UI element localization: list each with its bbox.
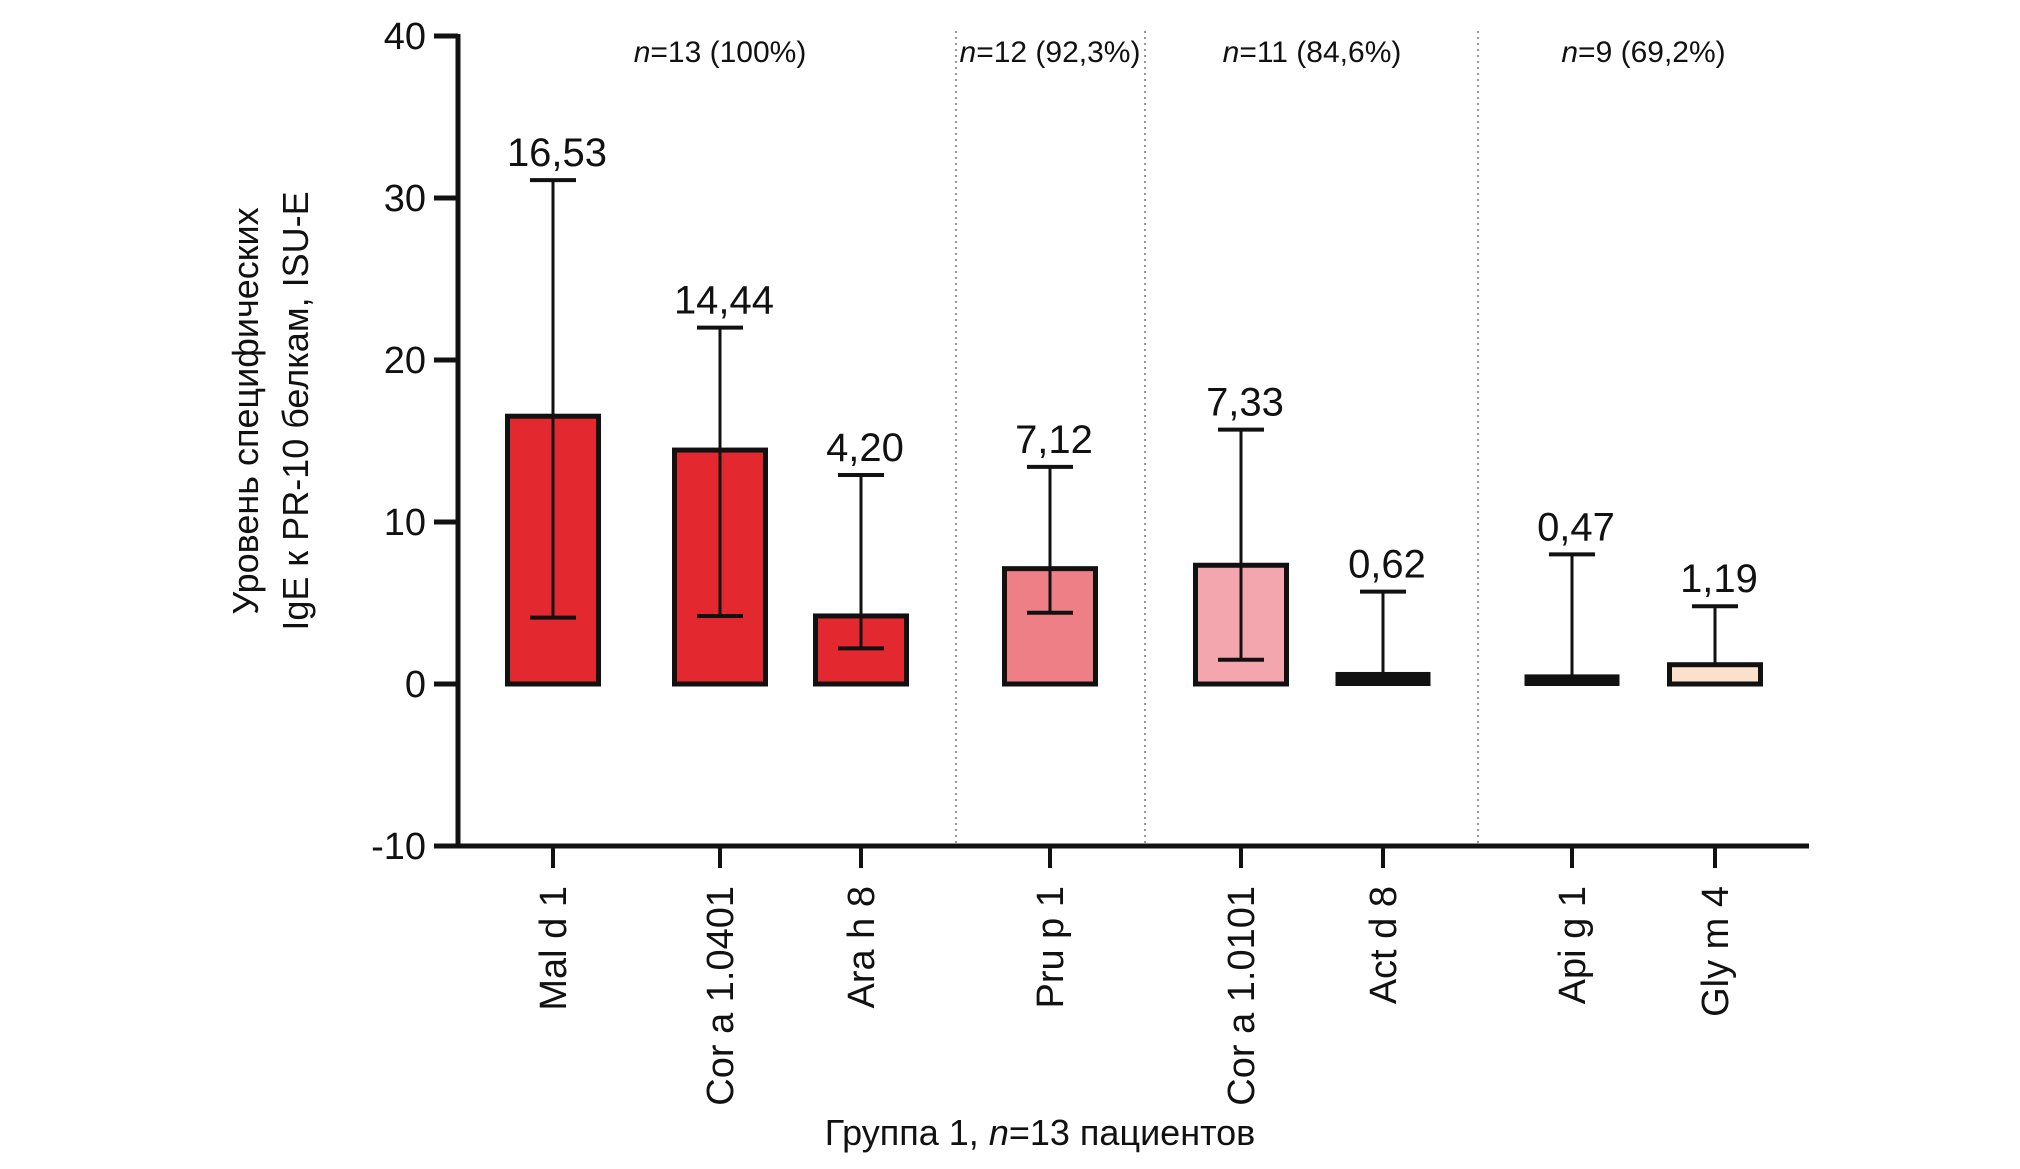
y-axis-title-line-2: IgE к PR-10 белкам, ISU-E [275,191,316,630]
y-tick-label: 10 [384,502,426,544]
y-tick-label: -10 [371,826,426,868]
error-bars [530,178,1738,677]
y-axis-title: Уровень специфических IgE к PR-10 белкам… [225,191,316,630]
group-n-label: n=12 (92,3%) [960,36,1141,69]
y-ticks: 40 30 20 10 0 -10 [371,16,458,868]
x-tick-label: Cor a 1.0401 [700,886,742,1106]
y-tick-label: 40 [384,16,426,58]
bar [1667,662,1763,687]
value-label: 16,53 [507,131,607,175]
x-tick-label: Gly m 4 [1695,886,1737,1017]
group-n-label: n=13 (100%) [634,36,807,69]
value-label: 0,62 [1348,543,1426,587]
x-axis-title: Группа 1, n=13 пациентов [825,1112,1256,1153]
x-tick-label: Act d 8 [1363,886,1405,1004]
value-label: 7,33 [1206,381,1284,425]
value-label: 14,44 [674,279,774,323]
value-label: 0,47 [1537,505,1615,549]
x-tick-label: Ara h 8 [841,886,883,1009]
value-label: 1,19 [1680,557,1758,601]
x-tick-label: Cor a 1.0101 [1221,886,1263,1106]
x-tick-label: Mal d 1 [533,886,575,1011]
group-n-label: n=11 (84,6%) [1223,36,1402,69]
bar [1002,566,1098,687]
value-labels: 16,53 14,44 4,20 7,12 7,33 0,62 0,47 1,19 [507,131,1758,601]
y-tick-label: 20 [384,340,426,382]
y-axis-title-line-1: Уровень специфических [225,207,266,614]
y-tick-label: 30 [384,178,426,220]
bar [1335,671,1431,686]
value-label: 7,12 [1015,418,1093,462]
x-tick-label: Api g 1 [1552,886,1594,1004]
bar [1524,674,1620,686]
value-label: 4,20 [826,426,904,470]
x-tick-label: Pru p 1 [1030,886,1072,1009]
axes [455,34,1809,849]
x-ticks: Mal d 1 Cor a 1.0401 Ara h 8 Pru p 1 Cor a 1… [533,846,1737,1106]
group-labels: n=13 (100%) n=12 (92,3%) n=11 (84,6%) n=9 (… [634,36,1726,69]
group-n-label: n=9 (69,2%) [1561,36,1725,69]
y-tick-label: 0 [405,664,426,706]
